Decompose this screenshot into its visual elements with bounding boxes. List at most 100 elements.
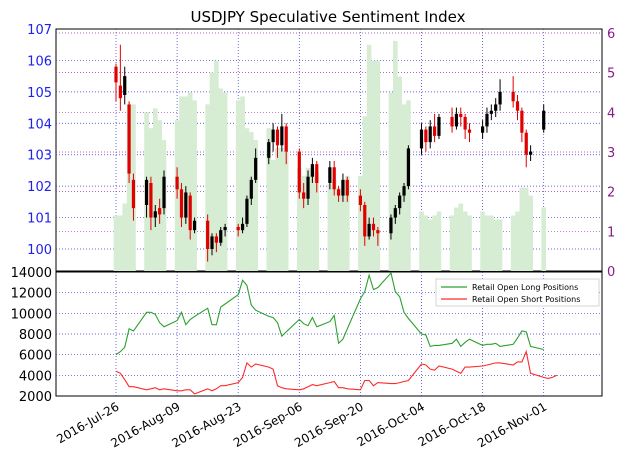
candle-body	[153, 211, 157, 218]
y-right-tick-label: 4	[607, 106, 615, 121]
sentiment-bar	[462, 211, 468, 271]
candle-body	[219, 230, 223, 243]
sentiment-bar	[528, 195, 533, 271]
candle-body	[398, 195, 402, 209]
sentiment-bar	[497, 219, 503, 271]
y-left-tick-label: 107	[27, 23, 52, 38]
series-line	[115, 271, 544, 356]
candle-body	[515, 101, 520, 111]
sentiment-bar	[358, 175, 363, 271]
sentiment-bar	[113, 215, 119, 271]
sentiment-bar	[240, 96, 245, 271]
sentiment-bar	[454, 207, 459, 271]
candle-body	[267, 142, 271, 158]
sentiment-bar	[541, 207, 546, 271]
sentiment-bar	[427, 219, 433, 271]
candle-body	[306, 176, 310, 199]
candle-body	[481, 126, 485, 133]
sentiment-bar	[157, 120, 162, 271]
sentiment-bar	[388, 92, 394, 272]
sentiment-bar	[336, 187, 341, 271]
sentiment-bar	[118, 215, 123, 271]
sentiment-bar	[366, 44, 372, 271]
sentiment-bar	[449, 215, 455, 271]
x-tick-label: 2016-Sep-20	[292, 399, 366, 450]
candle-body	[542, 110, 546, 130]
sentiment-bar	[275, 148, 280, 271]
y-right-tick-label: 6	[607, 27, 615, 42]
candle-body	[223, 227, 227, 231]
sentiment-bar	[126, 104, 132, 272]
candle-body	[175, 176, 179, 190]
sentiment-bar	[480, 211, 485, 271]
y-right-tick-label: 2	[607, 186, 615, 201]
sentiment-bar	[436, 211, 442, 271]
sentiment-bar	[419, 211, 424, 271]
candle-body	[123, 76, 127, 95]
candle-body	[332, 167, 336, 190]
sentiment-bar	[209, 72, 215, 271]
sentiment-bar	[235, 100, 241, 271]
candle-body	[419, 129, 424, 149]
sentiment-bar	[393, 40, 398, 271]
candle-body	[284, 126, 288, 152]
candle-body	[345, 179, 349, 196]
y-left-tick-label: 102	[27, 180, 52, 195]
candle-body	[280, 126, 284, 146]
sentiment-bar	[397, 76, 402, 271]
candle-body	[192, 220, 197, 231]
candle-body	[210, 236, 214, 249]
candle-body	[206, 220, 210, 249]
candle-body	[489, 110, 493, 114]
y-bottom-tick-label: 6000	[19, 349, 52, 364]
sentiment-bar	[192, 100, 197, 271]
candle-body	[367, 223, 371, 237]
candle-body	[485, 113, 489, 127]
candle-body	[389, 217, 393, 234]
candle-body	[363, 205, 367, 237]
y-right-tick-label: 5	[607, 67, 615, 82]
sentiment-bar	[340, 179, 346, 271]
sentiment-bar	[270, 159, 276, 271]
series-line	[115, 349, 558, 395]
candle-body	[179, 189, 184, 218]
sentiment-bar	[183, 96, 189, 271]
sentiment-bar	[214, 60, 219, 272]
candle-body	[454, 113, 459, 127]
candle-body	[467, 129, 472, 133]
candle-body	[271, 129, 275, 143]
candle-body	[494, 104, 498, 111]
candle-body	[302, 192, 306, 199]
y-left-tick-label: 106	[27, 54, 52, 69]
position-lines	[115, 271, 558, 395]
candle-body	[459, 113, 463, 117]
candle-body	[275, 129, 280, 146]
sentiment-bar	[493, 219, 498, 271]
sentiment-bar	[205, 104, 210, 272]
sentiment-bar	[279, 148, 285, 271]
candle-body	[529, 151, 533, 155]
candle-body	[118, 85, 122, 99]
candle-body	[149, 183, 153, 218]
y-bottom-tick-label: 4000	[19, 369, 52, 384]
y-bottom-tick-label: 12000	[11, 287, 52, 302]
candle-body	[524, 132, 528, 155]
candle-body	[498, 91, 502, 105]
chart-title: USDJPY Speculative Sentiment Index	[190, 8, 465, 26]
sentiment-bar	[423, 215, 429, 271]
sentiment-bar	[222, 92, 228, 272]
y-bottom-tick-label: 14000	[11, 266, 52, 281]
candle-body	[463, 117, 467, 130]
candle-body	[376, 230, 380, 234]
candle-body	[428, 126, 432, 143]
candle-body	[424, 129, 428, 143]
candle-body	[432, 126, 437, 136]
sentiment-bars	[113, 40, 546, 272]
candle-body	[236, 227, 240, 231]
candle-body	[406, 148, 411, 187]
candle-body	[127, 104, 131, 174]
candle-body	[249, 179, 253, 199]
candle-body	[188, 195, 192, 231]
y-right-tick-label: 1	[607, 225, 615, 240]
candle-body	[254, 157, 258, 180]
